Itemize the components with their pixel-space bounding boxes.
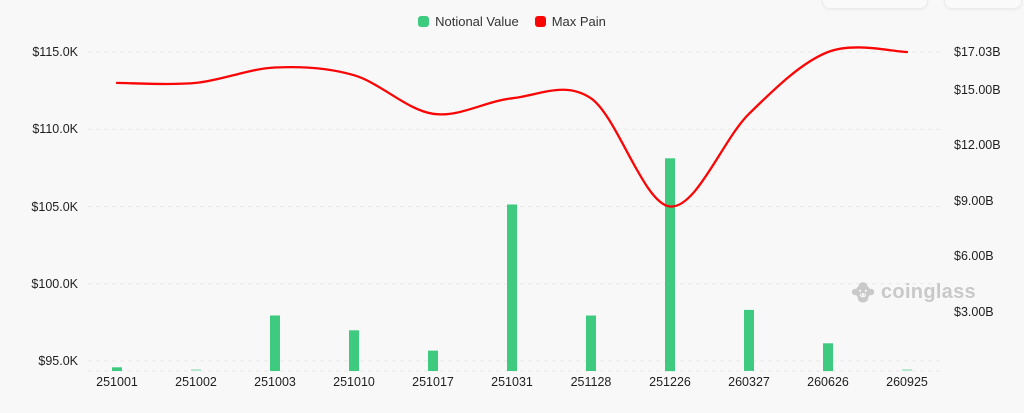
x-axis-tick-251002: 251002 [175,375,217,389]
y-axis-right-tick: $9.00B [954,194,994,208]
bar-251003[interactable] [270,315,280,372]
x-axis-tick-260925: 260925 [886,375,928,389]
legend-label-notional-value: Notional Value [435,14,519,29]
legend-label-max-pain: Max Pain [551,14,606,29]
y-axis-left-tick: $95.0K [38,354,78,368]
y-axis-left-tick: $105.0K [31,200,78,214]
y-axis-left-tick: $115.0K [32,45,78,59]
max-pain-swatch-icon [534,16,546,27]
bar-260925[interactable] [902,369,912,371]
bar-251010[interactable] [349,330,359,371]
y-axis-right-tick: $15.00B [954,83,1001,97]
y-axis-right-tick: $6.00B [954,249,994,263]
bar-251001[interactable] [112,367,122,371]
bar-251002[interactable] [191,369,201,371]
chart-legend: Notional Value Max Pain [0,15,1024,28]
y-axis-left-tick: $110.0K [32,122,78,136]
x-axis-tick-251128: 251128 [570,375,612,389]
legend-item-notional-value[interactable]: Notional Value [418,15,519,28]
bar-251017[interactable] [428,350,438,371]
x-axis-tick-260327: 260327 [728,375,770,389]
x-axis-tick-251017: 251017 [412,375,454,389]
y-axis-right-tick: $3.00B [954,305,994,319]
bar-260327[interactable] [744,309,754,371]
y-axis-left-tick: $100.0K [31,277,78,291]
y-axis-right-tick: $17.03B [954,45,1001,59]
x-axis-tick-251031: 251031 [491,375,533,389]
bar-251031[interactable] [507,204,517,372]
x-axis-tick-251010: 251010 [333,375,375,389]
x-axis-tick-251226: 251226 [649,375,691,389]
max-pain-line[interactable] [115,46,909,208]
bar-260626[interactable] [823,343,833,372]
x-axis-tick-260626: 260626 [807,375,849,389]
y-axis-right-tick: $12.00B [954,138,1001,152]
bar-251128[interactable] [586,315,596,372]
notional-value-swatch-icon [418,16,430,27]
bar-251226[interactable] [665,158,675,372]
x-axis-tick-251001: 251001 [96,375,138,389]
legend-item-max-pain[interactable]: Max Pain [534,14,606,29]
x-axis-tick-251003: 251003 [254,375,296,389]
